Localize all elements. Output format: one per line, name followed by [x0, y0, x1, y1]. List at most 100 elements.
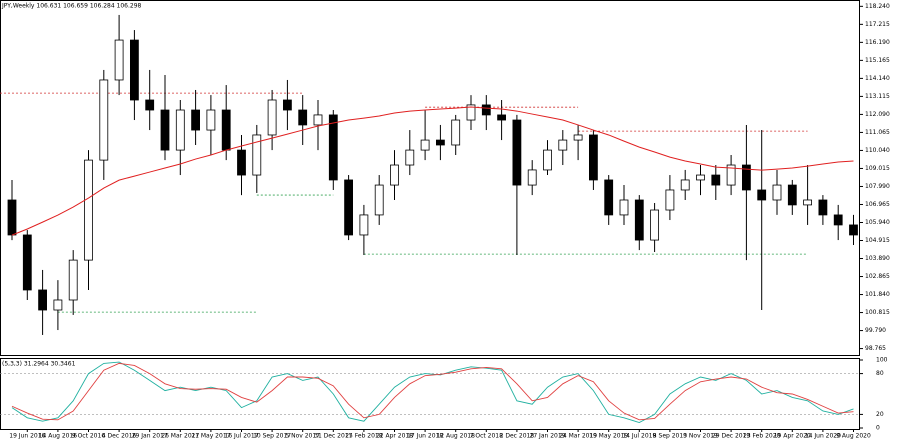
y-tick-label: 101.840	[865, 291, 890, 298]
x-tick-label: 23 Feb 2020	[743, 433, 781, 440]
candle-body	[757, 189, 767, 201]
y-tick-label: 116.190	[865, 39, 890, 46]
x-tick-label: 31 Dec 2017	[314, 433, 353, 440]
oscillator-title: (5,3,3) 31.2964 30.3461	[2, 361, 76, 368]
x-tick-label: 22 Apr 2018	[376, 433, 413, 440]
candle-body	[466, 104, 476, 121]
x-tick-label: 19 Jun 2016	[9, 433, 45, 440]
y-tick-label: 105.940	[865, 219, 890, 226]
candle-body	[7, 199, 17, 236]
price-panel	[0, 0, 860, 356]
candle-body	[589, 134, 598, 181]
candle-body	[313, 114, 323, 126]
x-tick-label: 9 Aug 2020	[836, 433, 871, 440]
x-tick-label: 29 Jan 2017	[132, 433, 168, 440]
candle-body	[420, 139, 430, 151]
x-tick-label: 12 Aug 2018	[436, 433, 475, 440]
candle-body	[237, 149, 246, 176]
candle-body	[558, 139, 568, 151]
osc-tick-label: 100	[876, 357, 888, 364]
y-tick-label: 100.815	[865, 309, 890, 316]
candle-body	[99, 79, 109, 161]
x-tick-label: 2 Dec 2018	[500, 433, 535, 440]
x-tick-label: 27 Jan 2019	[530, 433, 566, 440]
candle-body	[114, 39, 124, 81]
candle-body	[298, 109, 308, 126]
candle-body	[145, 99, 155, 111]
candle-body	[527, 169, 537, 186]
oscillator-line	[11, 362, 854, 421]
y-tick-label: 110.040	[865, 147, 890, 154]
candle-body	[818, 199, 828, 216]
candle-body	[680, 179, 690, 191]
candle-body	[543, 149, 552, 171]
x-tick-label: 8 Sep 2019	[653, 433, 687, 440]
x-tick-label: 17 Jun 2018	[407, 433, 443, 440]
y-tick-label: 118.240	[865, 3, 890, 10]
x-tick-label: 19 Apr 2020	[774, 433, 811, 440]
x-tick-label: 14 Aug 2016	[39, 433, 78, 440]
candle-body	[787, 184, 797, 206]
candle-body	[221, 109, 231, 151]
candle-body	[405, 149, 415, 166]
candle-body	[191, 109, 201, 131]
candle-body	[711, 174, 721, 186]
y-tick-label: 99.790	[865, 327, 886, 334]
y-tick-label: 112.090	[865, 111, 890, 118]
candle-body	[650, 209, 659, 241]
candle-body	[328, 114, 338, 181]
oscillator-panel	[0, 358, 860, 430]
candle-body	[619, 199, 629, 216]
moving-average	[11, 106, 854, 236]
candle-body	[634, 199, 644, 241]
candle-body	[206, 109, 216, 131]
y-tick-label: 104.915	[865, 237, 890, 244]
y-tick-label: 107.990	[865, 183, 890, 190]
candle-body	[68, 259, 78, 301]
y-tick-label: 114.140	[865, 75, 890, 82]
y-tick-label: 113.115	[865, 93, 890, 100]
candle-body	[175, 109, 185, 151]
x-tick-label: 21 May 2017	[191, 433, 230, 440]
y-tick-label: 109.015	[865, 165, 890, 172]
candle-body	[38, 289, 47, 311]
x-tick-label: 19 May 2019	[589, 433, 628, 440]
candle-body	[772, 184, 782, 201]
x-tick-label: 7 Oct 2018	[470, 433, 503, 440]
candle-body	[497, 114, 507, 121]
candle-body	[374, 184, 384, 216]
candle-body	[267, 99, 277, 136]
x-tick-label: 10 Sep 2017	[253, 433, 291, 440]
candle-body	[359, 214, 369, 236]
candle-body	[22, 234, 32, 291]
y-tick-label: 102.865	[865, 273, 890, 280]
candle-body	[282, 99, 292, 111]
y-tick-label: 111.065	[865, 129, 890, 136]
osc-tick-label: 0	[876, 425, 880, 432]
candle-body	[726, 164, 736, 186]
y-tick-label: 103.890	[865, 255, 890, 262]
osc-tick-label: 80	[876, 370, 884, 377]
y-tick-label: 98.765	[865, 345, 886, 352]
x-tick-label: 3 Nov 2019	[683, 433, 718, 440]
candle-body	[435, 139, 445, 146]
x-tick-label: 29 Dec 2019	[712, 433, 751, 440]
x-tick-label: 16 Jul 2017	[225, 433, 259, 440]
candle-body	[481, 104, 491, 116]
candle-body	[665, 189, 675, 211]
candle-body	[742, 164, 751, 191]
candle-body	[604, 179, 614, 216]
chart-title: JPY,Weekly 106.631 106.659 106.284 106.2…	[1, 3, 142, 10]
candle-body	[833, 214, 843, 226]
x-tick-label: 26 Mar 2017	[161, 433, 199, 440]
candle-body	[451, 119, 461, 146]
candle-body	[129, 39, 139, 101]
candle-body	[53, 299, 63, 311]
candle-body	[849, 224, 858, 236]
candle-body	[512, 119, 522, 186]
candle-body	[573, 134, 583, 141]
candle-body	[803, 199, 812, 206]
y-tick-label: 106.965	[865, 201, 890, 208]
osc-tick-label: 20	[876, 411, 884, 418]
